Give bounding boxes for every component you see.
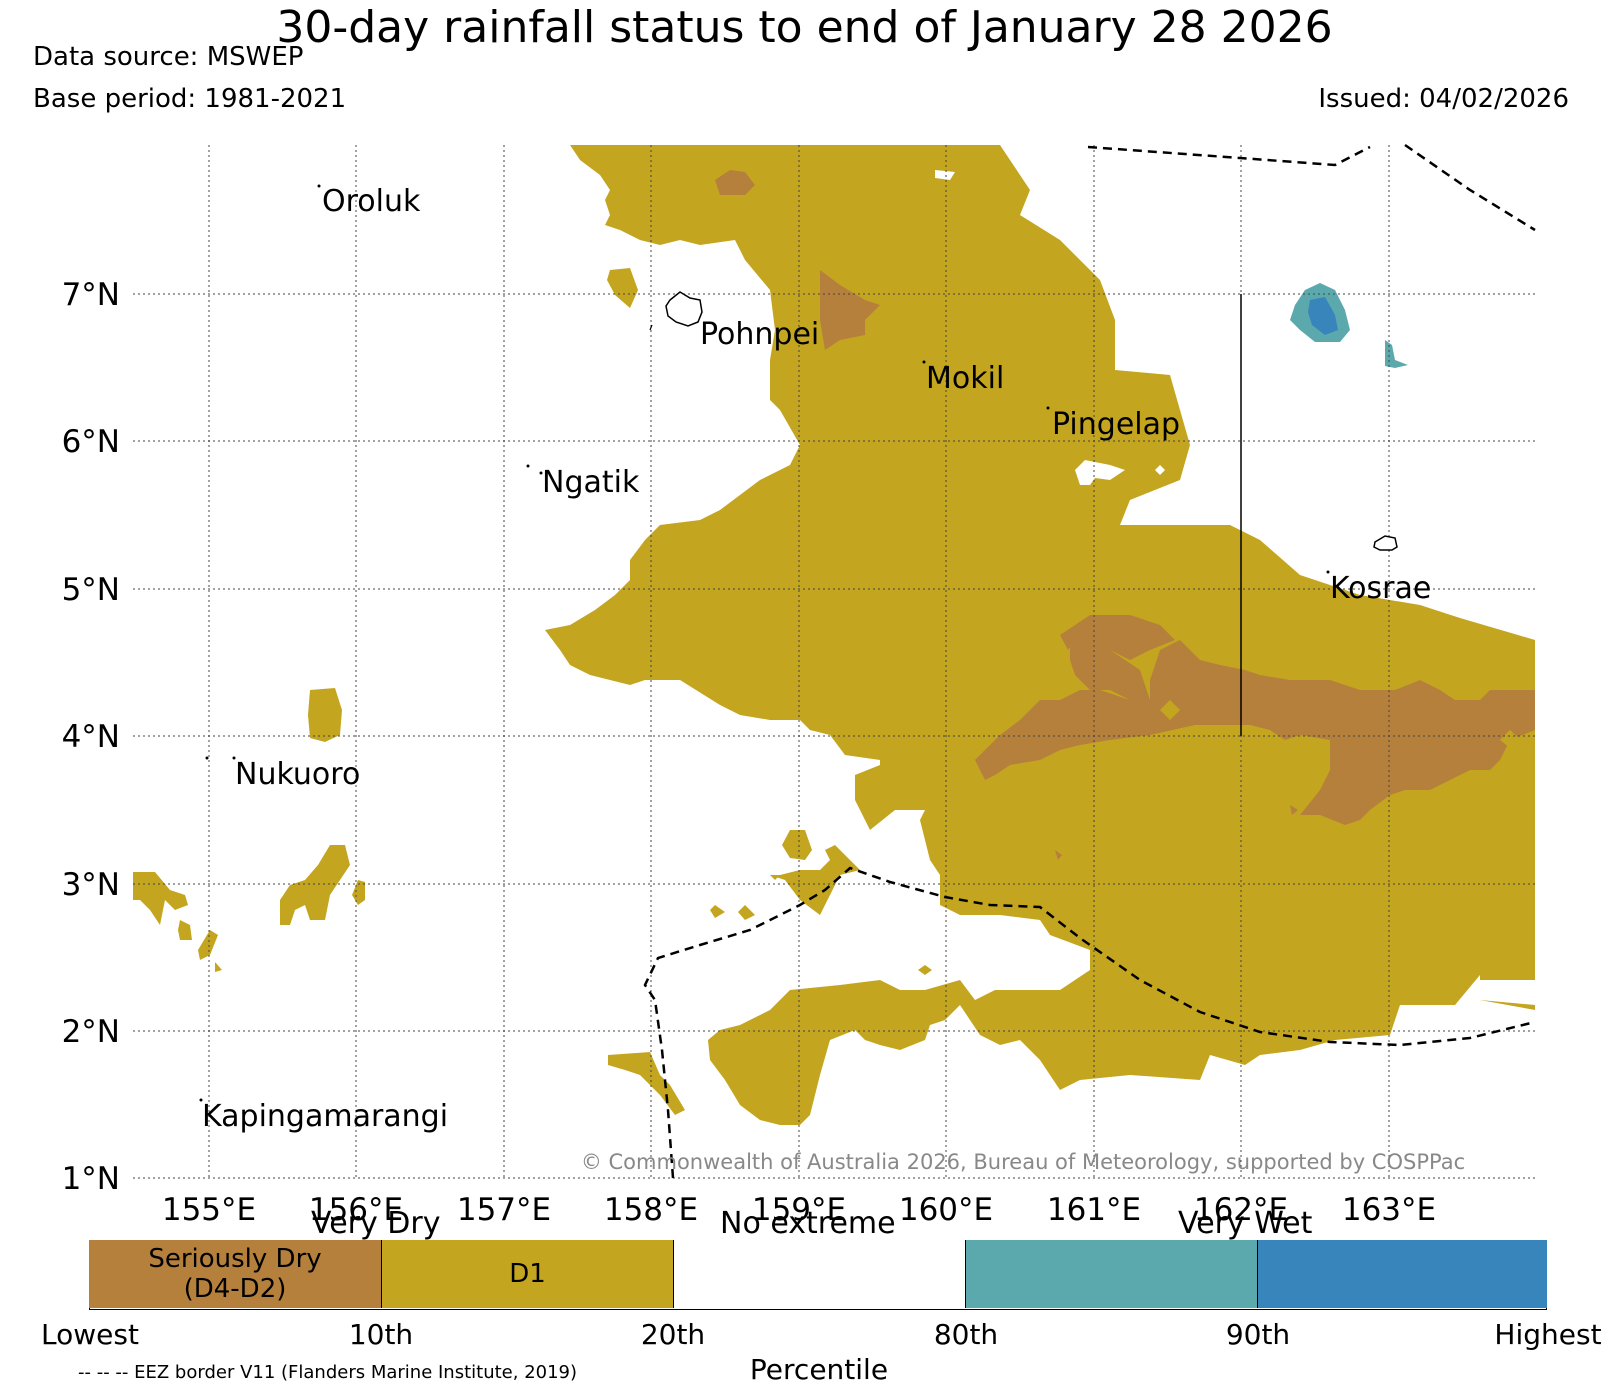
lon-label: 155°E [162,1192,256,1228]
place-kosrae: Kosrae [1330,571,1431,606]
d1-region-north [545,145,1535,1125]
legend-box-wet [966,1240,1258,1308]
lat-label: 6°N [62,424,120,460]
place-oroluk: Oroluk [322,184,421,219]
legend-box-d1: D1 [382,1240,674,1308]
lon-label: 163°E [1342,1192,1436,1228]
lat-label: 5°N [62,572,120,608]
lat-label: 2°N [62,1014,120,1050]
data-source: Data source: MSWEP [33,42,304,72]
d1-patch-d [782,830,812,860]
place-pingelap: Pingelap [1052,407,1180,442]
eez-border [643,143,1536,1179]
copyright-note: © Commonwealth of Australia 2026, Bureau… [581,1150,1465,1174]
legend-box-line1: Seriously Dry [148,1244,322,1274]
d1-patch-e [608,1052,685,1115]
graticule [133,145,1535,1179]
dry-patch-north [715,170,755,195]
lat-label: 7°N [62,277,120,313]
lon-label: 158°E [604,1192,698,1228]
legend-tick-80th: 80th [933,1318,999,1351]
lat-label: 1°N [62,1161,120,1197]
legend-tick-20th: 20th [640,1318,706,1351]
kosrae-outline [1373,535,1398,551]
legend-tick-lowest: Lowest [41,1318,139,1351]
eez-note: -- -- -- EEZ border V11 (Flanders Marine… [78,1362,578,1383]
lon-label: 161°E [1047,1192,1141,1228]
legend-box-d1-label: D1 [509,1259,546,1289]
lon-label: 157°E [457,1192,551,1228]
dry-band-south [975,635,1535,825]
legend-group-very-wet: Very Wet [1178,1206,1313,1241]
place-pohnpei: Pohnpei [700,317,819,352]
issued-date: Issued: 04/02/2026 [1318,84,1569,114]
place-ngatik: Ngatik [542,465,640,500]
map-title: 30-day rainfall status to end of January… [276,2,1333,53]
legend-box-line2: (D4-D2) [183,1274,287,1304]
d1-patch-b [308,688,342,742]
place-nukuoro: Nukuoro [235,757,360,792]
lon-label: 162°E [1194,1192,1288,1228]
pohnpei-outline [665,291,703,327]
base-period: Base period: 1981-2021 [33,84,347,114]
dry-patch-pohnpei [820,270,880,350]
lon-label: 160°E [899,1192,993,1228]
lon-label: 156°E [309,1192,403,1228]
legend-tick-90th: 90th [1225,1318,1291,1351]
legend-box-very-wet [1258,1240,1547,1308]
lon-label: 159°E [752,1192,846,1228]
place-mokil: Mokil [926,361,1004,396]
legend-group-very-dry: Very Dry [311,1206,441,1241]
d1-patch-a [607,268,638,308]
place-markers [199,184,1330,1102]
wet-patch-b [1385,340,1408,368]
d1-patch-c [133,872,188,925]
very-wet-patch [1308,297,1338,335]
lat-label: 4°N [62,719,120,755]
legend-tick-highest: Highest [1494,1318,1602,1351]
legend-group-no-extreme: No extreme [720,1206,896,1241]
place-kapingamarangi: Kapingamarangi [202,1099,448,1134]
legend-box-seriously-dry: Seriously Dry (D4-D2) [89,1240,382,1308]
legend-tick-10th: 10th [348,1318,414,1351]
legend-box-no-extreme [674,1240,966,1308]
lat-label: 3°N [62,867,120,903]
